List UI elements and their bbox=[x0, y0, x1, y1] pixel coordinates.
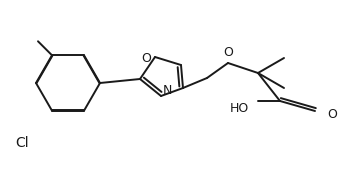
Text: Cl: Cl bbox=[15, 136, 29, 150]
Text: N: N bbox=[163, 84, 172, 97]
Text: O: O bbox=[223, 45, 233, 58]
Text: O: O bbox=[327, 108, 337, 121]
Text: O: O bbox=[141, 52, 151, 65]
Text: HO: HO bbox=[230, 102, 249, 115]
